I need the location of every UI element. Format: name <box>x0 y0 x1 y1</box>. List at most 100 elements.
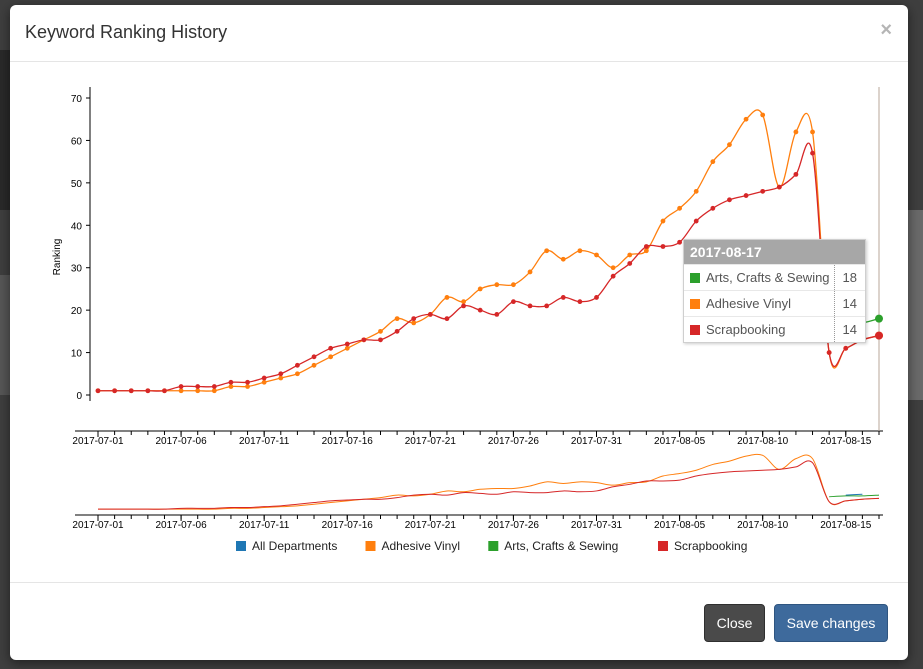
data-point-adhesive-vinyl <box>710 159 716 165</box>
data-point-adhesive-vinyl <box>610 265 616 271</box>
chart-tooltip: 2017-08-17 Arts, Crafts & Sewing 18 Adhe… <box>683 239 866 343</box>
data-point-adhesive-vinyl <box>195 388 201 394</box>
data-point-adhesive-vinyl <box>378 328 383 334</box>
legend-item-scrapbooking[interactable]: Scrapbooking <box>658 539 747 553</box>
legend-swatch <box>236 541 246 551</box>
data-point-scrapbooking <box>826 350 832 355</box>
tooltip-series-name: Arts, Crafts & Sewing <box>706 270 830 285</box>
data-point-scrapbooking <box>394 328 400 334</box>
data-point-scrapbooking <box>477 307 483 313</box>
tooltip-series-value: 18 <box>834 265 865 290</box>
data-point-scrapbooking <box>793 171 799 177</box>
data-point-scrapbooking <box>776 184 782 190</box>
x-tick-label: 2017-07-11 <box>239 436 290 447</box>
tooltip-series-name: Adhesive Vinyl <box>706 296 792 311</box>
x-tick-label: 2017-07-16 <box>322 436 374 447</box>
data-point-scrapbooking <box>245 379 250 385</box>
data-point-scrapbooking <box>378 337 383 343</box>
data-point-scrapbooking <box>261 375 267 381</box>
data-point-scrapbooking <box>594 295 599 300</box>
data-point-adhesive-vinyl <box>560 256 566 262</box>
y-tick-label: 50 <box>71 179 83 190</box>
y-tick-label: 20 <box>71 306 83 317</box>
data-point-adhesive-vinyl <box>444 295 450 300</box>
x-tick-label: 2017-07-26 <box>488 436 540 447</box>
data-point-scrapbooking <box>610 273 616 279</box>
data-point-adhesive-vinyl <box>693 188 699 194</box>
x-tick-label: 2017-08-05 <box>654 436 706 447</box>
y-tick-label: 0 <box>76 391 82 402</box>
ranking-chart[interactable]: 0 10 20 30 40 50 60 70 Ranking 2017-07-01 2017-07-… <box>10 62 908 582</box>
data-point-adhesive-vinyl <box>494 282 500 288</box>
close-button[interactable]: Close <box>704 604 765 642</box>
data-point-scrapbooking <box>411 316 417 322</box>
data-point-scrapbooking <box>295 362 300 368</box>
nav-x-tick-label: 2017-07-16 <box>322 520 374 531</box>
data-point-adhesive-vinyl <box>577 248 583 254</box>
data-point-scrapbooking <box>627 261 633 266</box>
x-tick-label: 2017-07-21 <box>405 436 457 447</box>
background-page-strip <box>0 275 12 395</box>
legend-item-arts-crafts-sewing[interactable]: Arts, Crafts & Sewing <box>488 539 618 553</box>
data-point-scrapbooking <box>128 388 134 394</box>
legend-label: Arts, Crafts & Sewing <box>504 539 618 553</box>
y-tick-label: 30 <box>71 264 83 275</box>
y-tick-label: 40 <box>71 221 83 232</box>
y-tick-label: 10 <box>71 349 83 360</box>
data-point-scrapbooking <box>328 345 334 351</box>
data-point-adhesive-vinyl <box>328 354 334 360</box>
y-axis-label: Ranking <box>52 239 63 276</box>
y-tick-label: 70 <box>71 94 83 105</box>
legend-item-adhesive-vinyl[interactable]: Adhesive Vinyl <box>365 539 461 553</box>
tooltip-row: Arts, Crafts & Sewing 18 <box>684 264 865 290</box>
data-point-scrapbooking <box>511 299 516 305</box>
data-point-adhesive-vinyl <box>344 345 350 351</box>
data-point-scrapbooking <box>743 193 749 198</box>
data-point-scrapbooking <box>693 218 699 224</box>
data-point-scrapbooking <box>710 205 716 211</box>
nav-x-tick-label: 2017-07-06 <box>156 520 208 531</box>
data-point-adhesive-vinyl <box>760 112 766 118</box>
nav-line-adhesive-vinyl <box>98 453 880 510</box>
x-tick-label: 2017-07-01 <box>72 436 124 447</box>
data-point-adhesive-vinyl <box>660 218 666 224</box>
data-point-adhesive-vinyl <box>793 129 799 135</box>
data-point-adhesive-vinyl <box>643 248 649 254</box>
data-point-adhesive-vinyl <box>211 388 217 394</box>
data-point-scrapbooking <box>195 384 201 389</box>
tooltip-swatch-arts <box>690 272 700 283</box>
nav-x-tick-label: 2017-07-11 <box>239 520 290 531</box>
nav-x-tick-label: 2017-08-15 <box>820 520 872 531</box>
data-point-scrapbooking <box>178 384 184 389</box>
data-point-scrapbooking <box>544 303 550 309</box>
data-point-scrapbooking <box>444 316 450 322</box>
background-page-panel <box>908 210 923 400</box>
data-point-scrapbooking <box>228 379 234 385</box>
save-changes-button[interactable]: Save changes <box>774 604 888 642</box>
data-point-adhesive-vinyl <box>511 282 516 288</box>
nav-x-tick-label: 2017-07-26 <box>488 520 540 531</box>
data-point-scrapbooking <box>494 311 500 317</box>
legend-swatch <box>658 541 668 551</box>
tooltip-swatch-vinyl <box>690 298 700 309</box>
nav-line-arts-crafts-sewing <box>829 494 880 498</box>
data-point-scrapbooking <box>577 299 583 305</box>
data-point-arts-crafts-sewing <box>875 314 883 323</box>
nav-x-tick-label: 2017-07-31 <box>571 520 623 531</box>
data-point-adhesive-vinyl <box>178 388 184 394</box>
data-point-scrapbooking <box>461 303 466 309</box>
data-point-adhesive-vinyl <box>278 375 284 381</box>
tooltip-row: Adhesive Vinyl 14 <box>684 290 865 316</box>
data-point-scrapbooking <box>527 303 533 309</box>
tooltip-series-value: 14 <box>834 317 865 342</box>
legend-swatch <box>365 541 376 551</box>
data-point-scrapbooking <box>843 345 849 351</box>
data-point-scrapbooking <box>760 188 766 194</box>
data-point-adhesive-vinyl <box>261 379 267 385</box>
tooltip-series-value: 14 <box>834 291 865 316</box>
close-icon[interactable]: × <box>880 19 892 41</box>
data-point-adhesive-vinyl <box>295 371 300 377</box>
legend-label: All Departments <box>252 539 337 553</box>
legend-item-all-departments[interactable]: All Departments <box>236 539 337 553</box>
data-point-adhesive-vinyl <box>727 142 732 148</box>
